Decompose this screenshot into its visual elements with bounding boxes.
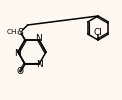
Text: S: S [18,28,23,37]
Text: N: N [36,34,42,43]
Text: CH₃: CH₃ [7,29,20,35]
Text: O: O [16,67,23,76]
Text: N: N [15,48,21,58]
Text: N: N [36,60,43,69]
Text: Cl: Cl [94,28,102,37]
